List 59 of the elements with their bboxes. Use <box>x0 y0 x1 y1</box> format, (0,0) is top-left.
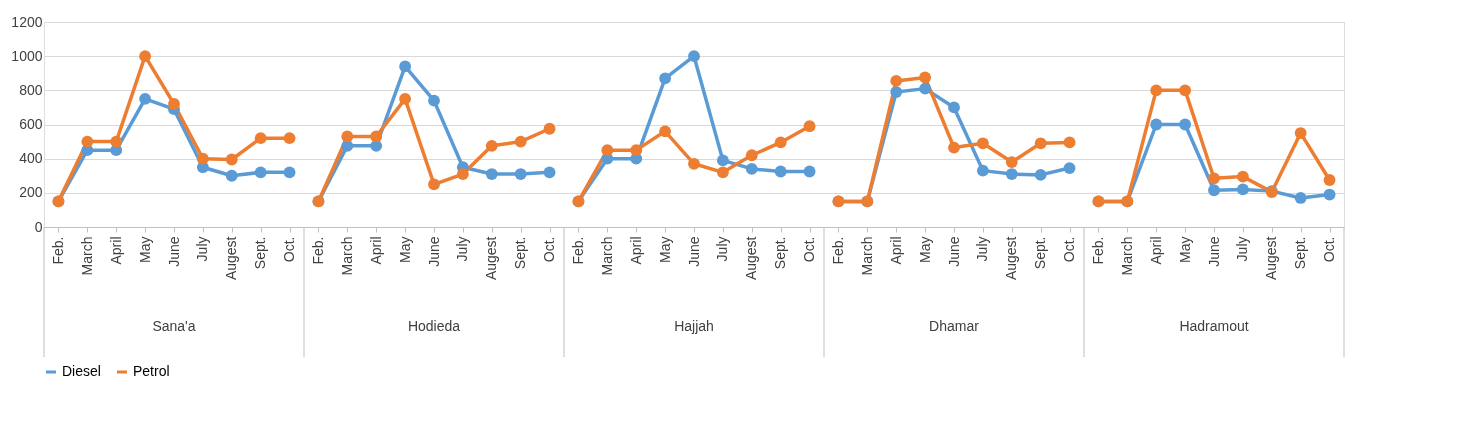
x-tick-label: Augest <box>1003 236 1020 281</box>
x-tick-label: Oct. <box>801 236 818 263</box>
x-tick-label: Augest <box>483 236 500 281</box>
y-tick-label: 600 <box>19 116 43 132</box>
text: Hodieda <box>407 318 461 334</box>
x-tick-label: Sept. <box>1032 236 1049 270</box>
y-tick-label: 400 <box>19 150 43 167</box>
x-tick-label: March <box>1118 236 1135 276</box>
x-tick-label: Augest <box>223 236 240 281</box>
y-tick-label: 800 <box>19 81 43 98</box>
x-tick-label: July <box>714 236 731 262</box>
x-tick-label: Feb. <box>1089 236 1106 265</box>
x-tick-label: Oct. <box>1061 236 1078 263</box>
x-tick-label: May <box>1176 236 1193 263</box>
y-tick-label: 0 <box>34 218 43 235</box>
x-tick-label: April <box>887 236 904 265</box>
x-tick-label: April <box>107 236 124 265</box>
x-tick-label: Feb. <box>49 236 66 265</box>
x-tick-label: Oct. <box>281 236 298 263</box>
text: Sana'a <box>152 318 196 334</box>
x-tick-label: July <box>1234 236 1251 262</box>
text: Hadramout <box>1179 318 1249 334</box>
x-tick-label: March <box>598 236 615 276</box>
x-tick-label: Feb. <box>309 236 326 265</box>
legend-label: Petrol <box>133 363 170 379</box>
x-tick-label: May <box>916 236 933 263</box>
x-tick-label: April <box>627 236 644 265</box>
x-tick-label: July <box>974 236 991 262</box>
x-tick-label: June <box>945 236 962 267</box>
x-tick-label: Sept. <box>772 236 789 270</box>
x-tick-label: March <box>858 236 875 276</box>
x-tick-label: May <box>396 236 413 263</box>
y-tick-label: 1000 <box>11 47 43 64</box>
x-tick-label: May <box>136 236 153 263</box>
text: Dhamar <box>929 318 980 334</box>
x-tick-label: Augest <box>1263 236 1280 281</box>
y-tick-label: 200 <box>19 184 43 201</box>
x-tick-label: April <box>367 236 384 265</box>
x-tick-label: Feb. <box>569 236 586 265</box>
x-tick-label: March <box>338 236 355 276</box>
x-tick-label: April <box>1147 236 1164 265</box>
x-tick-label: Oct. <box>1321 236 1338 263</box>
x-tick-label: Oct. <box>541 236 558 263</box>
x-tick-label: June <box>165 236 182 267</box>
x-tick-label: Sept. <box>252 236 269 270</box>
x-tick-label: May <box>656 236 673 263</box>
x-tick-label: Sept. <box>512 236 529 270</box>
x-tick-label: July <box>194 236 211 262</box>
y-tick-label: 1200 <box>11 13 43 30</box>
x-tick-label: June <box>1205 236 1222 267</box>
x-tick-label: March <box>78 236 95 276</box>
legend-label: Diesel <box>62 363 101 379</box>
x-tick-label: June <box>425 236 442 267</box>
x-tick-label: June <box>685 236 702 267</box>
x-tick-label: Feb. <box>829 236 846 265</box>
x-tick-label: Sept. <box>1292 236 1309 270</box>
text: Hajjah <box>674 318 714 334</box>
x-tick-label: Augest <box>743 236 760 281</box>
x-tick-label: July <box>454 236 471 262</box>
